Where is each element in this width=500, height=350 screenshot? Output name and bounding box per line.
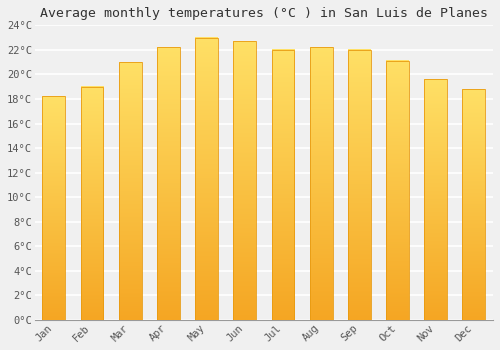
Bar — [42, 97, 66, 320]
Bar — [157, 47, 180, 320]
Bar — [272, 50, 294, 320]
Bar — [386, 61, 409, 320]
Bar — [234, 41, 256, 320]
Bar — [80, 87, 104, 320]
Bar — [424, 79, 447, 320]
Bar — [348, 50, 371, 320]
Bar — [462, 89, 485, 320]
Title: Average monthly temperatures (°C ) in San Luis de Planes: Average monthly temperatures (°C ) in Sa… — [40, 7, 488, 20]
Bar — [119, 62, 142, 320]
Bar — [195, 37, 218, 320]
Bar — [310, 47, 332, 320]
